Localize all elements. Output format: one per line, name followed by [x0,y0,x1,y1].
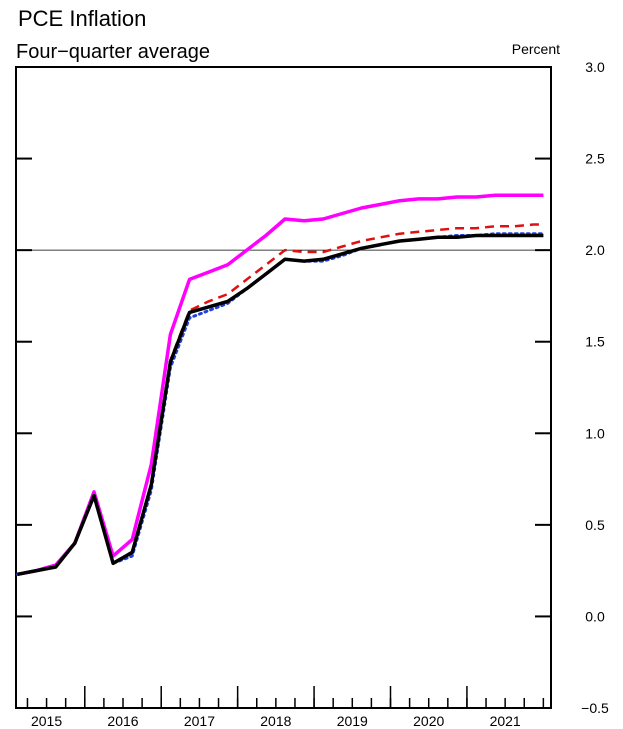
plot-frame [15,66,552,709]
y-tick-label: 2.5 [585,151,605,167]
y-axis-unit-label: Percent [512,41,560,57]
x-tick-label: 2019 [337,713,368,729]
y-tick-label: 2.0 [585,242,605,258]
y-tick-label: 0.5 [585,517,605,533]
plot-area: −0.5 0.0 0.5 1.0 1.5 2.0 2.5 3.0 2015 2016 2017 201… [15,59,609,729]
chart-title: PCE Inflation [18,6,146,31]
x-tick-label: 2015 [31,713,62,729]
axis-ticks [16,66,551,709]
tick-labels: −0.5 0.0 0.5 1.0 1.5 2.0 2.5 3.0 2015 2016 2017 201… [31,59,609,729]
x-tick-label: 2017 [184,713,215,729]
series-line-3 [16,232,545,576]
x-tick-label: 2021 [490,713,521,729]
x-tick-label: 2016 [107,713,138,729]
y-tick-label: −0.5 [581,700,609,716]
y-tick-label: 0.0 [585,608,605,624]
y-tick-label: 1.0 [585,425,605,441]
series-layer [16,193,545,577]
y-tick-label: 3.0 [585,59,605,75]
x-tick-label: 2018 [260,713,291,729]
x-tick-label: 2020 [413,713,444,729]
y-tick-label: 1.5 [585,334,605,350]
chart-subtitle: Four−quarter average [16,41,210,63]
series-line-2 [17,223,544,576]
series-line-4 [17,233,544,577]
